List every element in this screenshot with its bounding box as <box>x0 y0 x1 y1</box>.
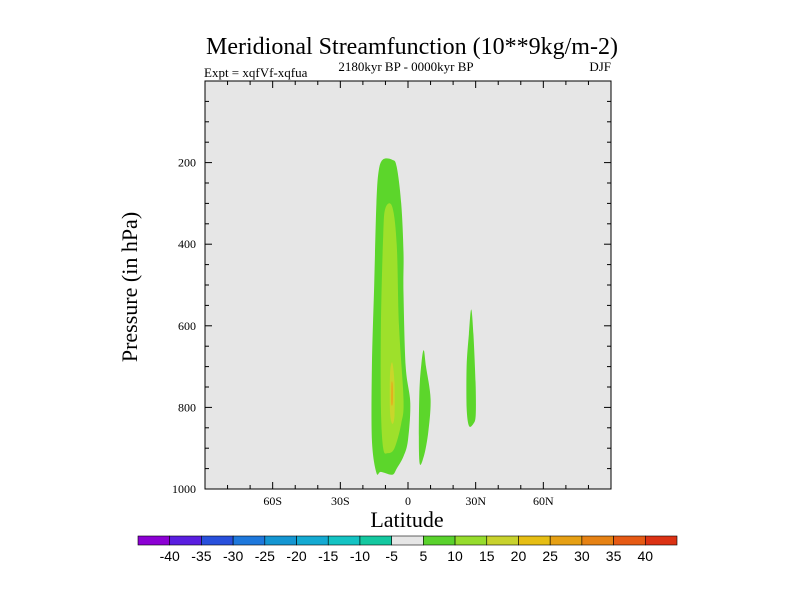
x-tick-label: 30N <box>465 494 486 508</box>
colorbar-tick-label: 40 <box>638 548 654 564</box>
colorbar-tick-label: -5 <box>385 548 398 564</box>
y-axis: 200 400 600 800 1000 <box>172 100 611 496</box>
colorbar-swatch <box>391 535 424 546</box>
colorbar-swatch <box>549 535 583 546</box>
chart-subtitle: 2180kyr BP - 0000kyr BP <box>338 59 473 74</box>
colorbar-tick-label: 25 <box>542 548 558 564</box>
cell-10to15-core <box>380 203 404 454</box>
colorbar-tick-label: -15 <box>318 548 338 564</box>
colorbar-swatch <box>232 535 266 546</box>
colorbar-swatch <box>137 535 171 546</box>
colorbar-tick-label: -10 <box>350 548 370 564</box>
colorbar-tick-label: -30 <box>223 548 243 564</box>
colorbar-swatch <box>169 535 202 546</box>
contour-fills <box>371 158 476 475</box>
x-tick-label: 30S <box>331 494 350 508</box>
colorbar-swatch <box>423 535 456 546</box>
colorbar-tick-label: -25 <box>255 548 275 564</box>
colorbar-swatch <box>264 535 297 546</box>
cell-20to25-peak <box>391 381 393 406</box>
colorbar-swatch <box>296 535 329 546</box>
experiment-label: Expt = xqfVf-xqfua <box>204 65 308 80</box>
colorbar-tick-label: 10 <box>447 548 463 564</box>
x-tick-label: 0 <box>405 494 411 508</box>
season-label: DJF <box>589 59 611 74</box>
colorbar-swatch <box>201 535 234 546</box>
colorbar-swatch <box>327 535 361 546</box>
colorbar-swatch <box>644 535 678 546</box>
colorbar-tick-label: -35 <box>191 548 211 564</box>
colorbar-tick-label: -40 <box>160 548 180 564</box>
x-axis-label: Latitude <box>370 507 443 532</box>
colorbar-tick-label: 35 <box>606 548 622 564</box>
y-axis-label: Pressure (in hPa) <box>117 212 142 362</box>
colorbar-swatch <box>486 535 519 546</box>
colorbar-tick-label: -20 <box>286 548 306 564</box>
x-tick-label: 60S <box>263 494 282 508</box>
y-tick-label: 200 <box>178 156 196 170</box>
y-tick-label: 400 <box>178 237 196 251</box>
colorbar-swatch <box>454 535 488 546</box>
colorbar-tick-label: 15 <box>479 548 495 564</box>
colorbar-swatch <box>359 535 392 546</box>
colorbar-swatch <box>581 535 614 546</box>
y-tick-label: 1000 <box>172 482 196 496</box>
y-tick-label: 800 <box>178 400 196 414</box>
x-tick-label: 60N <box>533 494 554 508</box>
colorbar: -40 -35 -30 -25 -20 -15 -10 -5 5 10 15 20 25 30 35 40 <box>137 535 678 564</box>
cell-5to10-eq <box>418 350 431 465</box>
colorbar-swatch <box>518 535 551 546</box>
colorbar-tick-label: 30 <box>574 548 590 564</box>
chart-title: Meridional Streamfunction (10**9kg/m-2) <box>206 34 618 60</box>
cell-5to10-ne <box>466 309 476 427</box>
y-tick-label: 600 <box>178 319 196 333</box>
colorbar-tick-label: 20 <box>511 548 527 564</box>
colorbar-tick-label: 5 <box>419 548 427 564</box>
colorbar-swatch <box>613 535 646 546</box>
x-axis: 60S 30S 0 30N 60N <box>204 81 612 508</box>
